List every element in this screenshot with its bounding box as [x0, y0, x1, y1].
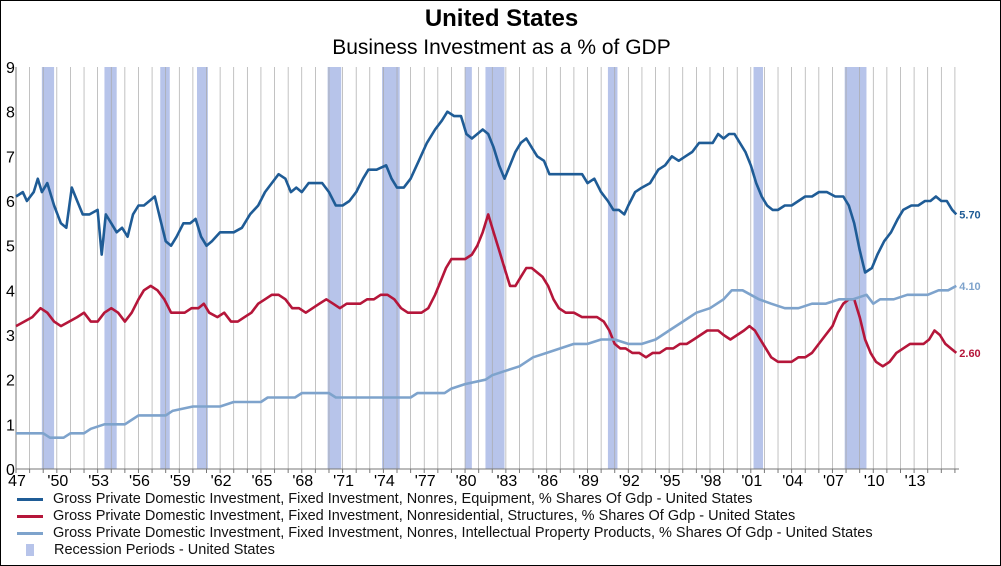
y-tick-label: 6	[6, 194, 15, 211]
series-end-label: 4.10	[959, 281, 980, 293]
x-tick-label: '95	[660, 473, 681, 490]
y-tick-label: 2	[6, 373, 15, 390]
x-tick-label: '50	[47, 473, 68, 490]
x-tick-label: '10	[864, 473, 885, 490]
x-tick-label: '04	[782, 473, 803, 490]
legend-swatch-equipment	[17, 497, 43, 501]
x-tick-label: 47	[8, 473, 26, 490]
legend-swatch-structures	[17, 514, 43, 518]
chart-title: United States	[424, 5, 579, 32]
chart-plot: 0 1 2 3 4 5 6 7 8 9 47 '50 '53 '56 '59 '62 '65 '68 '71 '74 '…	[6, 60, 981, 490]
y-tick-label: 8	[6, 105, 15, 122]
legend-item-recessions: Recession Periods - United States	[11, 542, 873, 559]
recession-band	[327, 67, 342, 469]
x-tick-label: '98	[701, 473, 722, 490]
x-tick-label: '53	[88, 473, 109, 490]
x-tick-label: '01	[741, 473, 762, 490]
x-tick-label: '13	[905, 473, 926, 490]
recession-band	[160, 67, 170, 469]
x-tick-label: '77	[415, 473, 436, 490]
x-tick-label: '07	[823, 473, 844, 490]
legend-label-structures: Gross Private Domestic Investment, Fixed…	[53, 508, 796, 524]
legend-swatch-recessions	[26, 544, 34, 557]
recession-band	[753, 67, 764, 469]
x-tick-label: '65	[252, 473, 273, 490]
chart-legend: Gross Private Domestic Investment, Fixed…	[11, 491, 873, 559]
recession-band	[41, 67, 55, 469]
x-tick-label: '71	[333, 473, 354, 490]
chart-subtitle: Business Investment as a % of GDP	[332, 36, 671, 59]
y-tick-label: 9	[6, 60, 15, 77]
y-tick-label: 0	[6, 462, 15, 479]
legend-label-equipment: Gross Private Domestic Investment, Fixed…	[53, 491, 753, 507]
series-line-1	[15, 110, 958, 274]
recession-band	[104, 67, 117, 469]
x-tick-label: '80	[456, 473, 477, 490]
x-tick-label: '83	[496, 473, 517, 490]
recession-band	[465, 67, 472, 469]
y-tick-label: 5	[6, 239, 15, 256]
series-line-2	[15, 213, 958, 368]
legend-item-equipment: Gross Private Domestic Investment, Fixed…	[11, 491, 873, 508]
series-end-label: 5.70	[959, 209, 980, 221]
x-tick-label: '89	[578, 473, 599, 490]
x-tick-label: '74	[374, 473, 395, 490]
legend-item-ipp: Gross Private Domestic Investment, Fixed…	[11, 525, 873, 542]
y-tick-label: 4	[6, 283, 15, 300]
x-tick-label: '92	[619, 473, 640, 490]
x-tick-label: '86	[537, 473, 558, 490]
recession-band	[196, 67, 208, 469]
recession-band	[844, 67, 867, 469]
recession-band	[485, 67, 505, 469]
series-end-label: 2.60	[959, 348, 980, 360]
x-tick-label: '68	[292, 473, 313, 490]
y-tick-label: 7	[6, 149, 15, 166]
x-tick-label: '59	[170, 473, 191, 490]
legend-item-structures: Gross Private Domestic Investment, Fixed…	[11, 508, 873, 525]
x-tick-label: '62	[211, 473, 232, 490]
x-tick-label: '56	[129, 473, 150, 490]
y-tick-label: 3	[6, 328, 15, 345]
legend-label-ipp: Gross Private Domestic Investment, Fixed…	[53, 525, 873, 541]
legend-label-recessions: Recession Periods - United States	[54, 542, 275, 558]
legend-swatch-ipp	[17, 531, 43, 535]
y-tick-label: 1	[6, 417, 15, 434]
series-line-3	[16, 284, 957, 439]
recession-band	[607, 67, 618, 469]
